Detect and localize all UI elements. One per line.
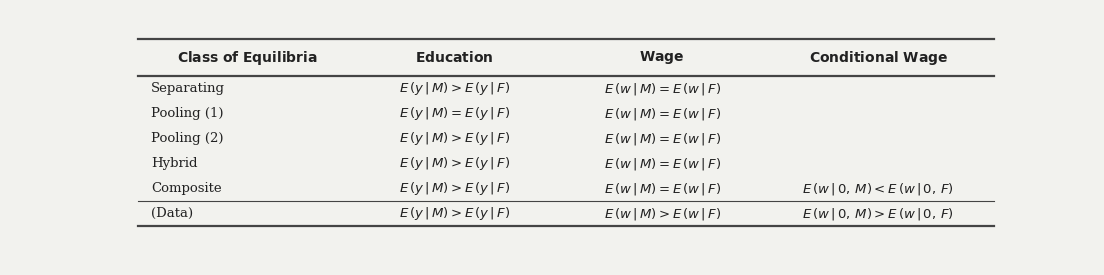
Text: $E\,(y\,|\,M) > E\,(y\,|\,F)$: $E\,(y\,|\,M) > E\,(y\,|\,F)$ <box>399 205 510 222</box>
Text: Pooling (2): Pooling (2) <box>151 132 223 145</box>
Text: $E\,(w\,|\,M) = E\,(w\,|\,F)$: $E\,(w\,|\,M) = E\,(w\,|\,F)$ <box>604 81 721 97</box>
Text: $E\,(w\,|\,0,\,M) > E\,(w\,|\,0,\,F)$: $E\,(w\,|\,0,\,M) > E\,(w\,|\,0,\,F)$ <box>803 206 954 222</box>
Text: $\mathbf{Conditional\ Wage}$: $\mathbf{Conditional\ Wage}$ <box>808 49 947 67</box>
Text: (Data): (Data) <box>151 207 193 220</box>
Text: Composite: Composite <box>151 182 222 195</box>
Text: $E\,(w\,|\,M) = E\,(w\,|\,F)$: $E\,(w\,|\,M) = E\,(w\,|\,F)$ <box>604 181 721 197</box>
Text: $E\,(w\,|\,M) = E\,(w\,|\,F)$: $E\,(w\,|\,M) = E\,(w\,|\,F)$ <box>604 156 721 172</box>
Text: Hybrid: Hybrid <box>151 157 198 170</box>
Text: $\mathbf{Education}$: $\mathbf{Education}$ <box>415 50 493 65</box>
Text: $E\,(w\,|\,M) = E\,(w\,|\,F)$: $E\,(w\,|\,M) = E\,(w\,|\,F)$ <box>604 106 721 122</box>
Text: $E\,(y\,|\,M) = E\,(y\,|\,F)$: $E\,(y\,|\,M) = E\,(y\,|\,F)$ <box>399 105 510 122</box>
Text: $E\,(y\,|\,M) > E\,(y\,|\,F)$: $E\,(y\,|\,M) > E\,(y\,|\,F)$ <box>399 180 510 197</box>
Text: Separating: Separating <box>151 82 225 95</box>
Text: Pooling (1): Pooling (1) <box>151 108 223 120</box>
Text: $E\,(w\,|\,M) = E\,(w\,|\,F)$: $E\,(w\,|\,M) = E\,(w\,|\,F)$ <box>604 131 721 147</box>
Text: $\mathbf{Class\ of\ Equilibria}$: $\mathbf{Class\ of\ Equilibria}$ <box>177 49 318 67</box>
Text: $E\,(w\,|\,0,\,M) < E\,(w\,|\,0,\,F)$: $E\,(w\,|\,0,\,M) < E\,(w\,|\,0,\,F)$ <box>803 181 954 197</box>
Text: $\mathbf{Wage}$: $\mathbf{Wage}$ <box>639 50 684 66</box>
Text: $E\,(y\,|\,M) > E\,(y\,|\,F)$: $E\,(y\,|\,M) > E\,(y\,|\,F)$ <box>399 80 510 97</box>
Text: $E\,(y\,|\,M) > E\,(y\,|\,F)$: $E\,(y\,|\,M) > E\,(y\,|\,F)$ <box>399 155 510 172</box>
Text: $E\,(w\,|\,M) > E\,(w\,|\,F)$: $E\,(w\,|\,M) > E\,(w\,|\,F)$ <box>604 206 721 222</box>
Text: $E\,(y\,|\,M) > E\,(y\,|\,F)$: $E\,(y\,|\,M) > E\,(y\,|\,F)$ <box>399 130 510 147</box>
